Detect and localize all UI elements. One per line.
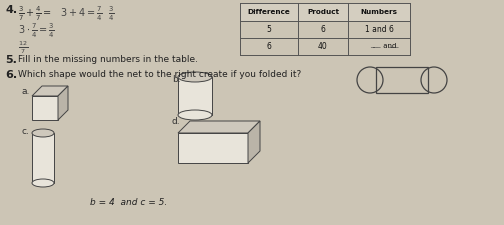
Ellipse shape [32, 129, 54, 137]
Text: d.: d. [172, 117, 180, 126]
Text: $\frac{3}{7}+\frac{4}{7}=$: $\frac{3}{7}+\frac{4}{7}=$ [18, 5, 52, 23]
Text: $3\cdot\frac{7}{4}=\frac{3}{4}$: $3\cdot\frac{7}{4}=\frac{3}{4}$ [18, 22, 55, 40]
Text: $\frac{12}{7}$: $\frac{12}{7}$ [18, 39, 28, 56]
Bar [178, 133, 248, 163]
Text: b.: b. [172, 75, 180, 84]
Ellipse shape [178, 110, 212, 120]
Polygon shape [32, 86, 68, 96]
Text: Product: Product [307, 9, 339, 15]
Text: Fill in the missing numbers in the table.: Fill in the missing numbers in the table… [18, 55, 198, 64]
Text: a.: a. [22, 87, 30, 96]
Text: 6: 6 [321, 25, 326, 34]
Ellipse shape [32, 179, 54, 187]
Text: 6: 6 [267, 42, 272, 51]
Polygon shape [58, 86, 68, 120]
Bar [376, 67, 428, 93]
Text: 6.: 6. [5, 70, 17, 80]
Bar [32, 96, 58, 120]
Polygon shape [248, 121, 260, 163]
Text: ___: ___ [388, 43, 398, 49]
Bar [178, 77, 212, 115]
Text: c.: c. [22, 127, 30, 136]
Text: 1 and 6: 1 and 6 [364, 25, 394, 34]
Bar [240, 3, 410, 21]
Text: 40: 40 [318, 42, 328, 51]
Text: 4.: 4. [5, 5, 17, 15]
Text: and: and [381, 43, 396, 50]
Text: 5: 5 [267, 25, 272, 34]
Text: Which shape would the net to the right create if you folded it?: Which shape would the net to the right c… [18, 70, 301, 79]
Ellipse shape [178, 72, 212, 82]
Text: $3+4=\frac{7}{4}\ \ \frac{3}{4}$: $3+4=\frac{7}{4}\ \ \frac{3}{4}$ [60, 5, 114, 23]
Text: b = 4  and c = 5.: b = 4 and c = 5. [90, 198, 167, 207]
Polygon shape [178, 121, 260, 133]
Text: Difference: Difference [247, 9, 290, 15]
Bar [32, 133, 54, 183]
Text: Numbers: Numbers [360, 9, 398, 15]
Text: 5.: 5. [5, 55, 17, 65]
Text: ___: ___ [370, 43, 380, 49]
